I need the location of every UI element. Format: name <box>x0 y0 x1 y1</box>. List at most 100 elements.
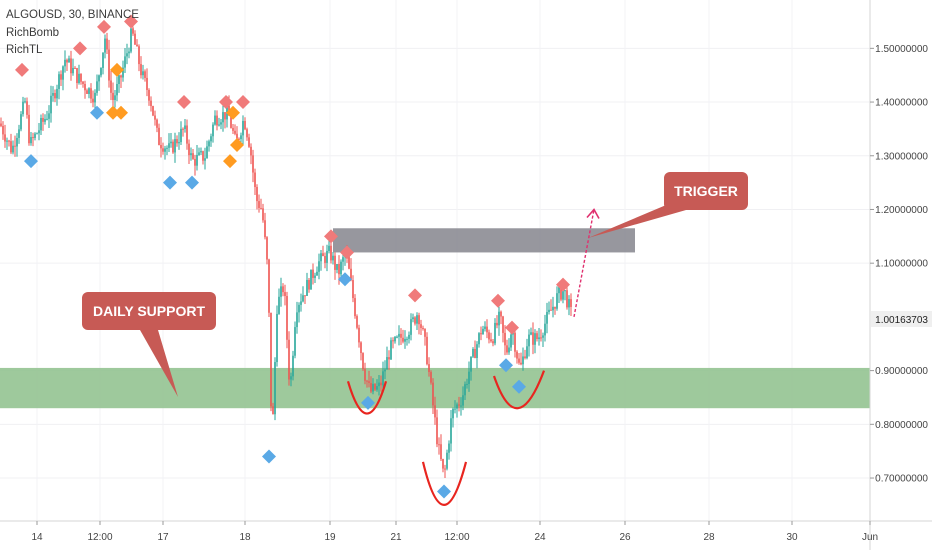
candle-body <box>190 153 192 156</box>
indicator-richbomb-label[interactable]: RichBomb <box>6 27 60 39</box>
candle-body <box>332 255 334 261</box>
candle-body <box>44 118 46 122</box>
candle-body <box>372 383 374 392</box>
candle-body <box>56 88 58 99</box>
candle-body <box>8 140 10 142</box>
candle-body <box>276 313 278 363</box>
candle-body <box>100 67 102 76</box>
price-tick-label: 0.70000000 <box>875 474 928 485</box>
candle-body <box>154 115 156 120</box>
symbol-title[interactable]: ALGOUSD, 30, BINANCE <box>6 9 139 21</box>
candle-body <box>362 353 364 370</box>
candle-body <box>292 355 294 377</box>
candle-body <box>266 237 268 260</box>
candle-body <box>336 263 338 270</box>
trendline-signal-marker <box>230 138 244 153</box>
candle-body <box>498 311 500 326</box>
candle-body <box>462 395 464 406</box>
candle-body <box>496 322 498 326</box>
buy-signal-marker <box>437 484 451 499</box>
trendline-signal-marker <box>110 62 124 77</box>
daily-support-label: DAILY SUPPORT <box>93 303 205 319</box>
candle-body <box>64 59 66 67</box>
candle-body <box>90 88 92 99</box>
candle-body <box>172 141 174 153</box>
candle-body <box>484 326 486 329</box>
candle-body <box>540 337 542 339</box>
reversal-curve <box>346 381 388 415</box>
candle-body <box>248 137 250 147</box>
candle-body <box>450 418 452 444</box>
sell-signal-marker <box>408 288 422 303</box>
candle-body <box>360 342 362 354</box>
candle-body <box>262 208 264 221</box>
sell-signal-marker <box>340 245 354 260</box>
candle-body <box>198 152 200 155</box>
daily-support-callout: DAILY SUPPORT <box>82 292 216 397</box>
candle-body <box>432 382 434 406</box>
sell-signal-marker <box>219 95 233 110</box>
candle-body <box>322 253 324 257</box>
candle-body <box>480 333 482 335</box>
candle-body <box>298 304 300 313</box>
candle-body <box>218 124 220 126</box>
candle-body <box>296 312 298 328</box>
candle-body <box>196 154 198 166</box>
sell-signal-marker <box>236 95 250 110</box>
candle-body <box>518 358 520 363</box>
time-axis[interactable]: 14 12:00 17 18 19 21 12:00 24 26 28 30 Jun <box>31 521 878 543</box>
candle-body <box>176 139 178 144</box>
candle-body <box>106 38 108 50</box>
last-price-tag-bg <box>871 311 932 327</box>
candle-body <box>386 357 388 370</box>
price-axis[interactable]: 1.50000000 1.40000000 1.30000000 1.20000000… <box>870 44 928 485</box>
time-tick-label: 12:00 <box>444 532 469 543</box>
candle-body <box>240 135 242 140</box>
candle-body <box>394 337 396 342</box>
candle-body <box>52 93 54 96</box>
candle-body <box>348 254 350 269</box>
buy-signal-marker <box>24 154 38 169</box>
candle-body <box>568 299 570 308</box>
candle-body <box>524 356 526 359</box>
candle-body <box>328 245 330 251</box>
candle-body <box>354 298 356 317</box>
candle-body <box>406 338 408 340</box>
candle-body <box>130 28 132 52</box>
candle-body <box>554 306 556 309</box>
projection-arrow <box>573 208 600 318</box>
candle-body <box>558 287 560 294</box>
candle-body <box>264 220 266 238</box>
candle-body <box>162 148 164 152</box>
reversal-curve <box>421 461 468 506</box>
time-tick-label: 24 <box>534 532 546 543</box>
candle-body <box>366 380 368 382</box>
candle-body <box>242 120 244 136</box>
candle-body <box>192 153 194 159</box>
candle-body <box>384 369 386 372</box>
candle-body <box>314 275 316 278</box>
candle-body <box>376 386 378 390</box>
candle-body <box>304 295 306 297</box>
candle-body <box>300 301 302 305</box>
candle-body <box>552 306 554 311</box>
indicator-richtl-label[interactable]: RichTL <box>6 44 43 56</box>
candle-body <box>26 101 28 115</box>
candle-body <box>460 405 462 407</box>
candle-body <box>538 337 540 340</box>
candle-body <box>0 123 2 126</box>
time-tick-label: Jun <box>862 532 878 543</box>
candle-body <box>140 64 142 76</box>
candle-body <box>418 315 420 325</box>
candle-body <box>30 137 32 144</box>
candle-body <box>564 290 566 292</box>
time-tick-label: 26 <box>619 532 631 543</box>
candle-body <box>282 286 284 293</box>
buy-signal-marker <box>90 105 104 120</box>
candle-body <box>338 263 340 275</box>
candle-body <box>256 187 258 202</box>
candle-body <box>512 332 514 335</box>
candle-body <box>502 316 504 333</box>
candle-body <box>562 290 564 300</box>
